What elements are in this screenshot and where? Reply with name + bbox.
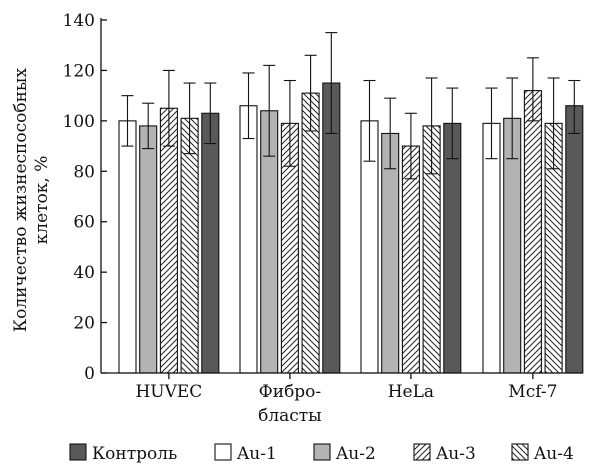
legend-swatch <box>69 443 87 461</box>
legend: Контроль Au-1 Au-2 Au-3 Au-4 <box>69 443 574 464</box>
legend-swatch <box>511 443 529 461</box>
bar <box>482 122 501 374</box>
x-category-label: Mcf-7 <box>508 382 557 402</box>
y-axis: 0 20 40 60 80 100 120 140 <box>63 11 107 384</box>
y-tick-label: 100 <box>63 112 95 132</box>
bar <box>565 105 584 374</box>
y-label-line: клеток, % <box>32 156 52 245</box>
legend-swatch <box>214 443 232 461</box>
bar <box>301 92 320 374</box>
bar <box>401 145 420 374</box>
y-tick-label: 40 <box>73 263 95 283</box>
y-tick-label: 140 <box>63 11 95 31</box>
x-axis: HUVEC Фибро-бласты HeLa Mcf-7 <box>101 372 583 426</box>
x-category-label: HUVEC <box>135 382 202 402</box>
error-bars-layer <box>121 32 581 180</box>
legend-label: Au-2 <box>335 444 376 464</box>
bar <box>180 117 199 374</box>
legend-label: Au-1 <box>236 444 277 464</box>
y-tick-label: 20 <box>73 314 95 334</box>
y-axis-label: Количество жизнеспособных клеток, % <box>11 68 52 333</box>
x-category-label: бласты <box>258 406 322 426</box>
legend-label: Контроль <box>92 444 177 464</box>
bar <box>443 122 462 374</box>
bar <box>239 105 258 374</box>
y-tick-label: 80 <box>73 162 95 182</box>
y-tick-label: 120 <box>63 61 95 81</box>
bar <box>381 132 400 374</box>
bar <box>201 112 220 374</box>
x-category-label: HeLa <box>388 382 434 402</box>
y-label-group: Количество жизнеспособных клеток, % <box>11 68 52 333</box>
y-tick-label: 60 <box>73 213 95 233</box>
y-label-line: Количество жизнеспособных <box>11 68 31 333</box>
y-tick-label: 0 <box>84 364 95 384</box>
legend-label: Au-3 <box>435 444 476 464</box>
legend-swatch <box>313 443 331 461</box>
bar <box>159 107 178 374</box>
legend-label: Au-4 <box>533 444 574 464</box>
bar <box>118 120 137 374</box>
bar <box>523 90 542 374</box>
legend-swatch <box>413 443 431 461</box>
bars-layer <box>118 82 584 374</box>
bar <box>139 125 158 374</box>
x-category-label: Фибро- <box>259 382 322 402</box>
